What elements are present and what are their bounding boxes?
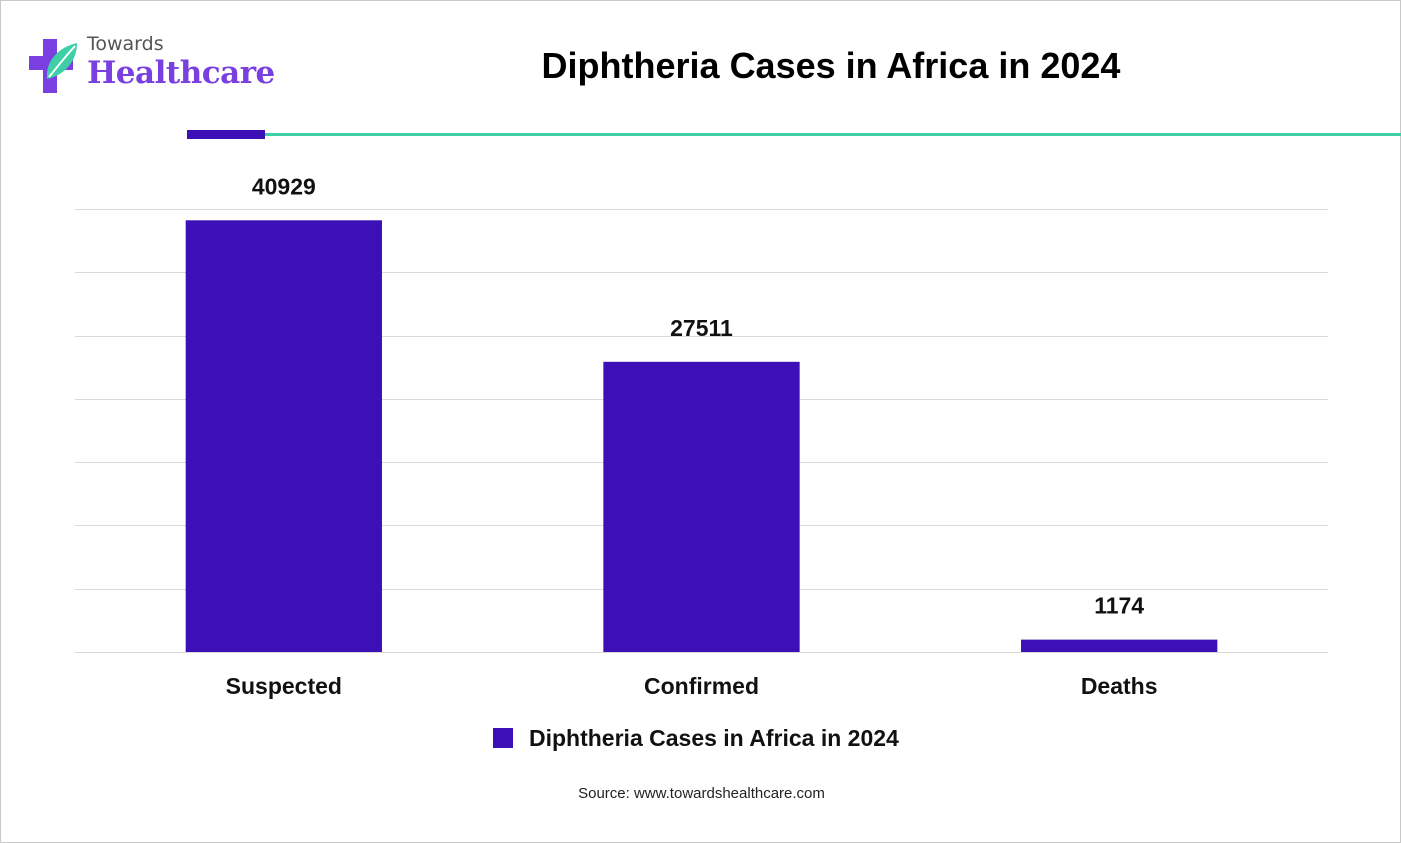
brand-logo: Towards Healthcare xyxy=(29,33,275,103)
x-tick-label: Suspected xyxy=(226,673,342,699)
legend: Diphtheria Cases in Africa in 2024 xyxy=(493,723,899,753)
data-label: 40929 xyxy=(252,173,316,199)
data-label: 27511 xyxy=(670,315,733,341)
chart-title: Diphtheria Cases in Africa in 2024 xyxy=(541,45,1121,86)
bar-suspected xyxy=(185,220,382,652)
x-tick-label: Deaths xyxy=(1081,673,1158,699)
title-rule-line xyxy=(265,133,1401,136)
brand-name-bottom: Healthcare xyxy=(87,55,275,91)
title-rule-accent xyxy=(187,130,265,139)
legend-label: Diphtheria Cases in Africa in 2024 xyxy=(529,724,899,751)
legend-swatch xyxy=(493,728,513,748)
x-tick-label: Confirmed xyxy=(644,673,759,699)
data-label: 1174 xyxy=(1094,593,1144,619)
brand-name-top: Towards xyxy=(87,33,164,55)
source-note: Source: www.towardshealthcare.com xyxy=(578,785,825,802)
bar-confirmed xyxy=(603,361,800,652)
bar-deaths xyxy=(1021,639,1218,652)
medical-cross-leaf-icon xyxy=(29,39,77,93)
